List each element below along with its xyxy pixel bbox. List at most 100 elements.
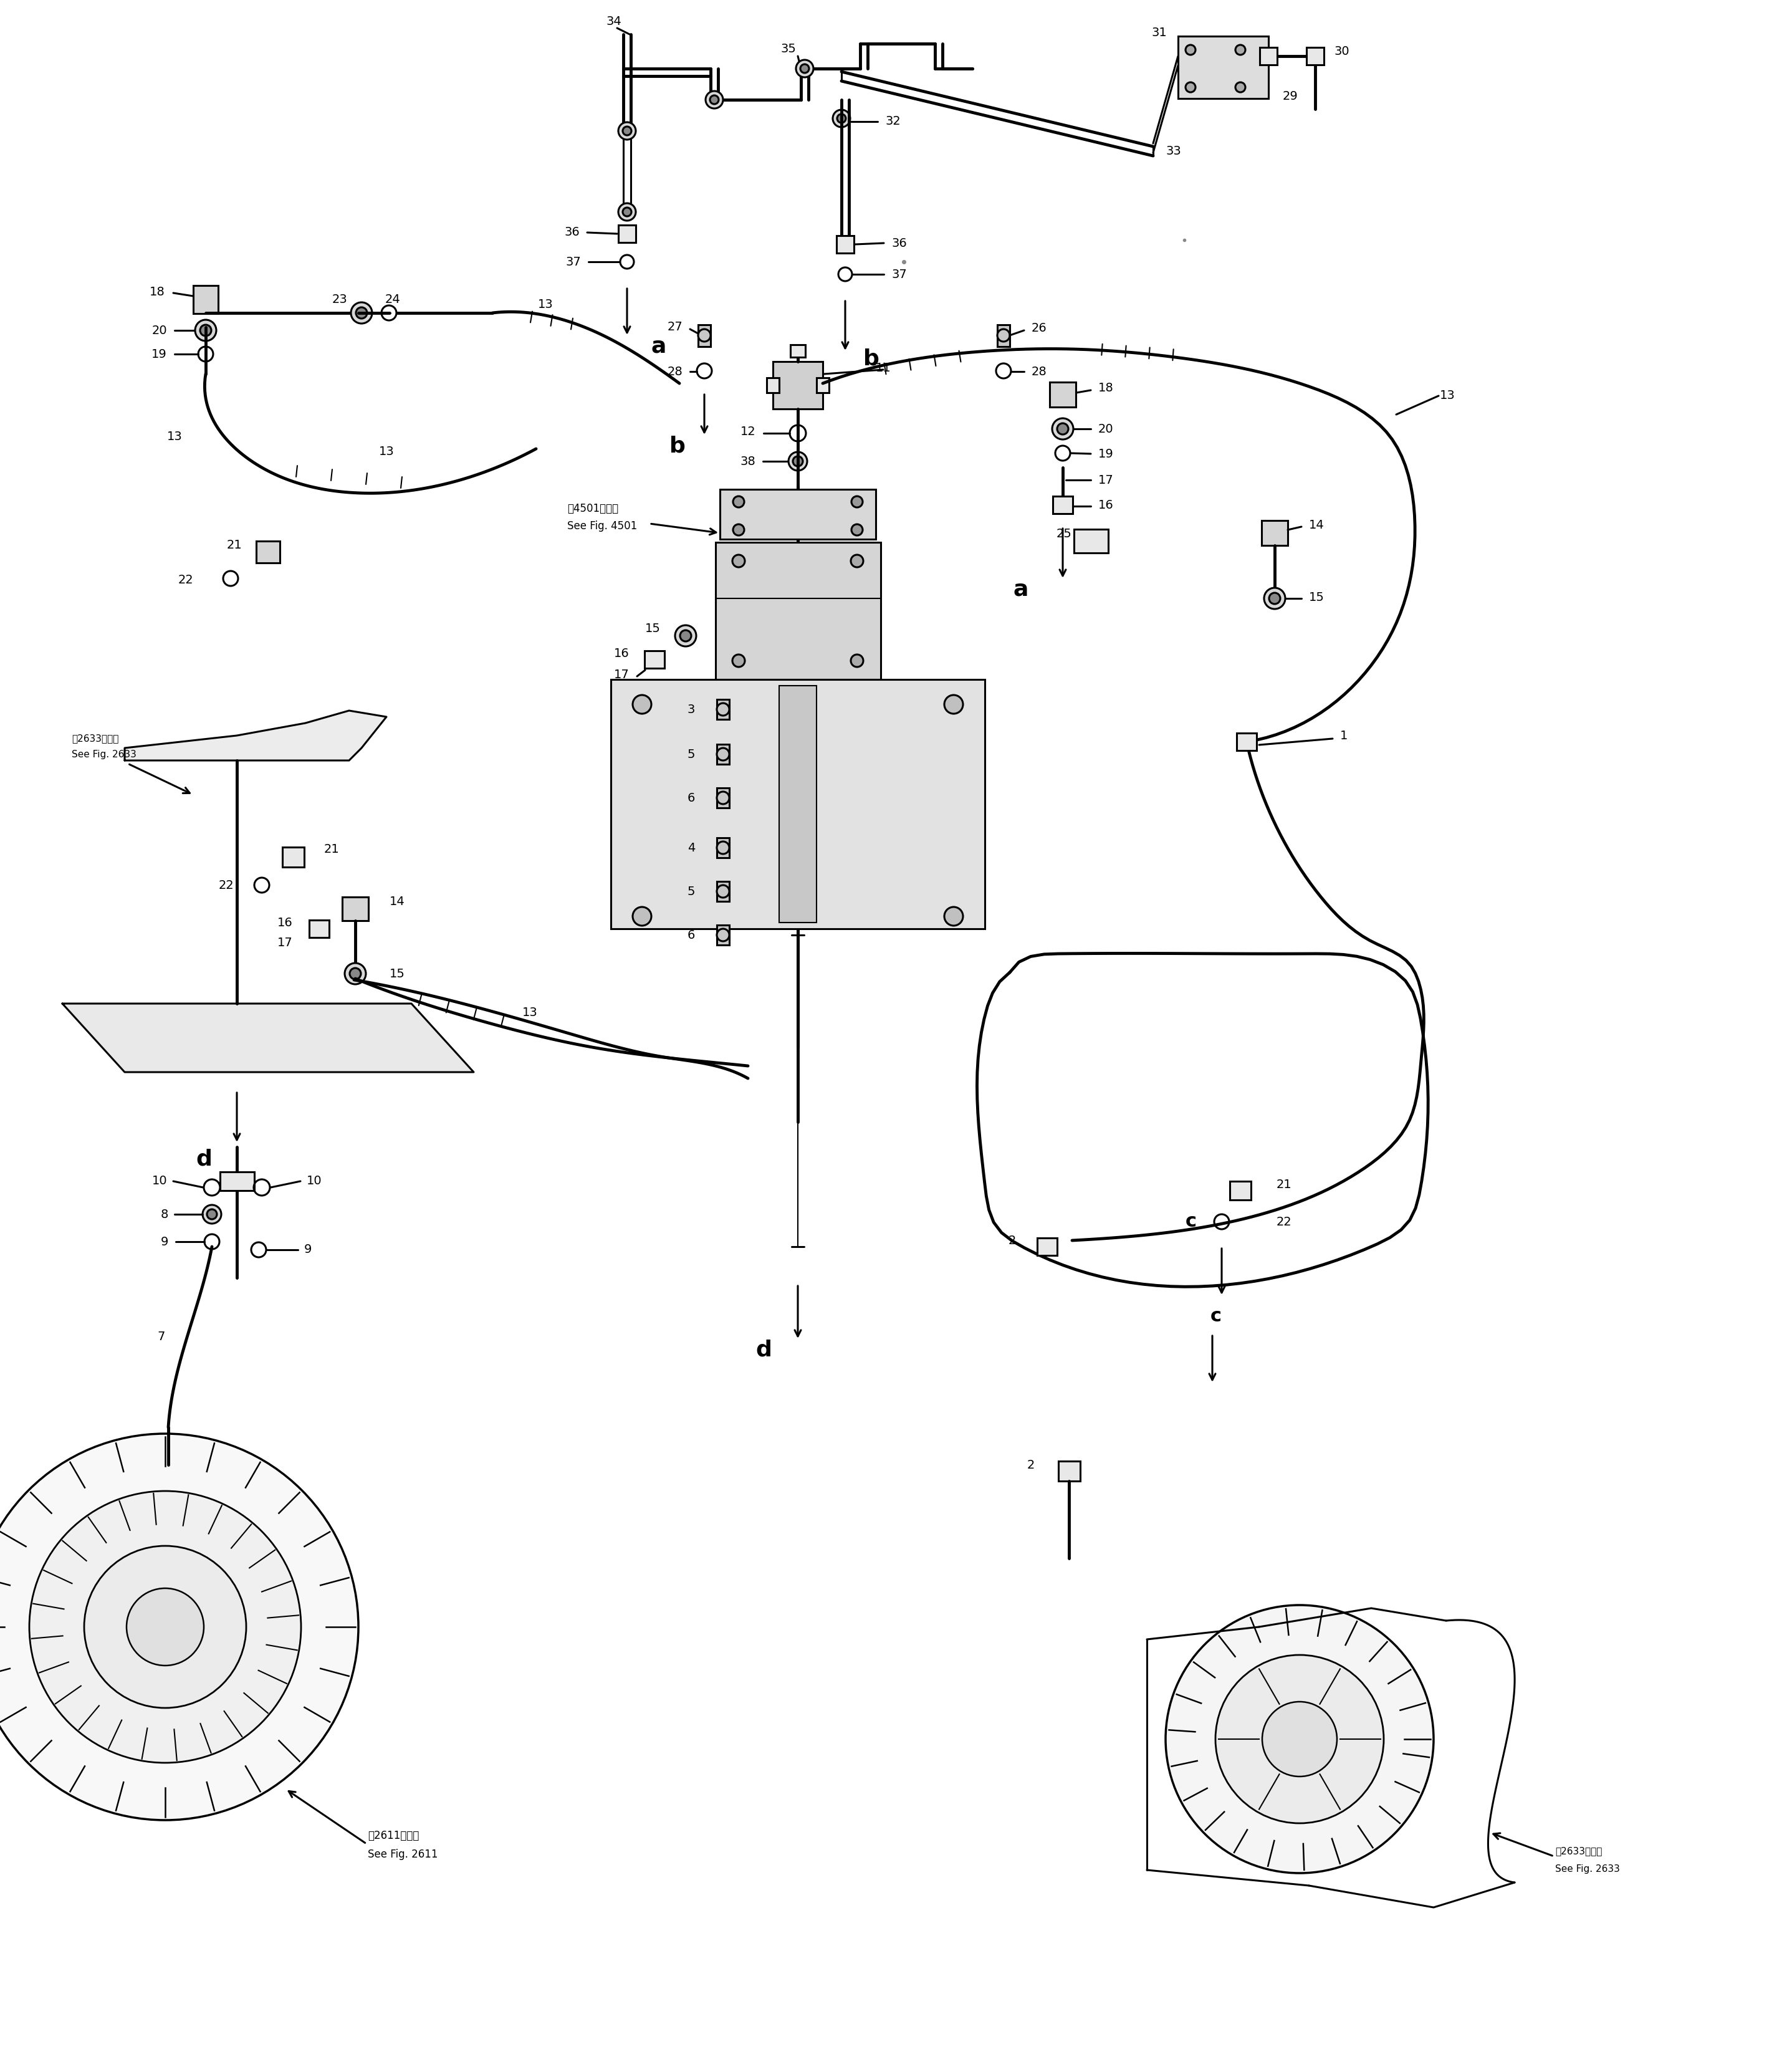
Bar [717,880,729,901]
Text: 13: 13 [378,446,394,459]
Text: 31: 31 [1152,27,1167,39]
Circle shape [717,792,729,804]
Bar [256,541,280,564]
Text: 37: 37 [566,255,581,267]
Bar [1236,732,1256,751]
Text: 15: 15 [645,623,661,634]
Text: 第2633図参照: 第2633図参照 [72,734,118,743]
Text: 6: 6 [688,792,695,804]
Circle shape [788,453,806,471]
Text: 21: 21 [1276,1179,1292,1191]
Text: See Fig. 2633: See Fig. 2633 [1555,1864,1620,1874]
Bar [720,490,876,539]
Circle shape [1186,45,1195,56]
Text: 25: 25 [1057,529,1072,539]
Text: 28: 28 [667,366,683,376]
Text: a: a [650,335,667,356]
Circle shape [622,128,631,136]
Circle shape [349,969,360,979]
Text: 20: 20 [1098,424,1113,434]
Bar [998,325,1009,346]
Text: 第2611図参照: 第2611図参照 [367,1831,419,1841]
Text: See Fig. 2611: See Fig. 2611 [367,1849,437,1860]
Text: 36: 36 [564,226,579,239]
Text: 30: 30 [1333,45,1349,58]
Circle shape [618,204,636,220]
Bar [717,926,729,944]
Text: c: c [1210,1308,1222,1325]
Text: 9: 9 [161,1236,168,1249]
Polygon shape [63,1004,473,1072]
Circle shape [710,95,719,105]
Text: 34: 34 [606,16,622,27]
Circle shape [633,907,650,926]
Circle shape [1269,592,1279,605]
Bar [283,847,305,868]
Circle shape [717,703,729,716]
Circle shape [1235,45,1245,56]
Text: 21: 21 [324,843,339,856]
Text: 23: 23 [332,294,348,304]
Text: See Fig. 2633: See Fig. 2633 [72,749,136,759]
Circle shape [837,113,846,123]
Text: a: a [1012,578,1029,601]
Circle shape [717,841,729,854]
Text: 17: 17 [1098,473,1113,485]
Circle shape [944,695,962,714]
Text: 14: 14 [389,897,405,907]
Bar [1177,37,1269,99]
Bar [715,543,880,679]
Text: 16: 16 [615,648,629,658]
Circle shape [1165,1604,1434,1874]
Text: 38: 38 [740,455,756,467]
Bar [1229,1181,1251,1199]
Text: d: d [195,1148,211,1170]
Circle shape [622,208,631,216]
Text: 22: 22 [1276,1216,1292,1228]
Text: 5: 5 [686,749,695,761]
Text: 22: 22 [219,878,233,891]
Text: 32: 32 [885,115,901,128]
Circle shape [351,302,373,323]
Bar [310,919,330,938]
Text: b: b [670,436,686,457]
Circle shape [801,64,808,72]
Text: c: c [1186,1214,1197,1230]
Bar [717,837,729,858]
Circle shape [699,329,711,341]
Bar [611,679,986,930]
Circle shape [833,109,849,128]
Circle shape [84,1547,246,1707]
Circle shape [733,496,744,508]
Circle shape [1263,588,1285,609]
Text: 36: 36 [891,237,907,249]
Text: 21: 21 [226,539,242,551]
Text: 37: 37 [891,267,907,280]
Bar [717,699,729,720]
Circle shape [206,1210,217,1220]
Circle shape [618,121,636,140]
Text: 16: 16 [278,917,292,928]
Text: 27: 27 [667,321,683,333]
Circle shape [733,525,744,535]
Text: 20: 20 [152,325,167,335]
Text: 第4501図参照: 第4501図参照 [568,504,618,514]
Circle shape [998,329,1009,341]
Circle shape [633,695,650,714]
Text: 19: 19 [152,348,167,360]
Bar [717,745,729,765]
Text: 第2633図参照: 第2633図参照 [1555,1847,1602,1855]
Circle shape [1235,82,1245,93]
Bar [1059,1460,1081,1481]
Text: 3: 3 [688,703,695,716]
Bar [1050,383,1075,407]
Text: 9: 9 [305,1244,312,1255]
Text: 17: 17 [278,936,292,948]
Text: 13: 13 [1439,391,1455,401]
Circle shape [733,555,745,568]
Text: 7: 7 [158,1331,165,1343]
Text: 13: 13 [538,298,554,311]
Bar [220,1172,254,1191]
Text: See Fig. 4501: See Fig. 4501 [568,520,638,531]
Bar [817,378,830,393]
